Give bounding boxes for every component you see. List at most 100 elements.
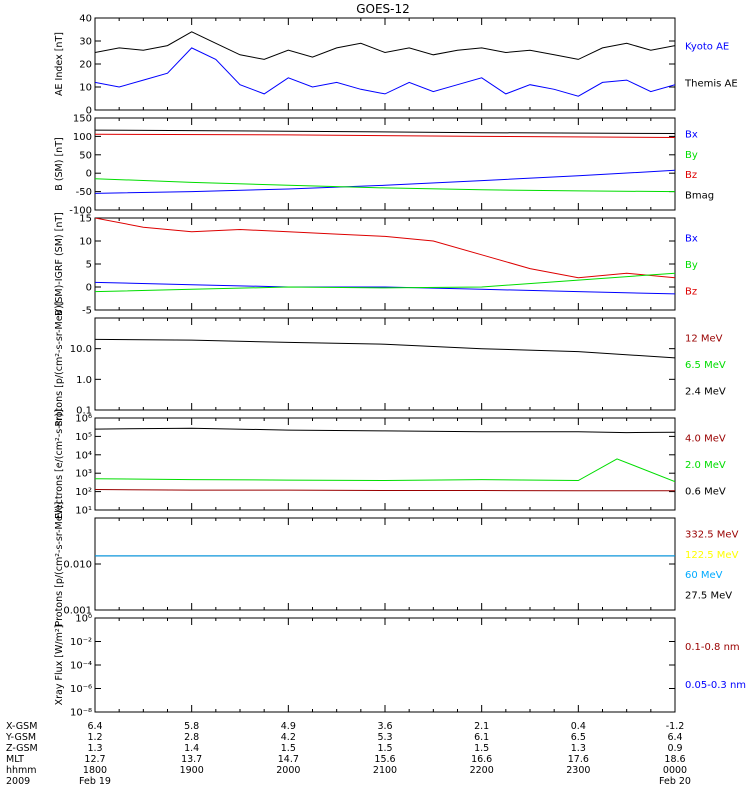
x-column-value: 1.5 bbox=[281, 743, 296, 754]
x-column-value: 0.9 bbox=[667, 743, 682, 754]
y-tick-label: 10¹ bbox=[75, 506, 92, 517]
legend-label: 2.0 MeV bbox=[685, 460, 726, 471]
series-line-2-4-mev bbox=[95, 338, 675, 359]
legend-label: 6.5 MeV bbox=[685, 360, 726, 371]
series-line-4-0-mev bbox=[95, 489, 675, 492]
x-column-value: 6.4 bbox=[667, 732, 682, 743]
y-tick-label: 10⁻⁸ bbox=[70, 708, 92, 719]
legend-label: 0.05-0.3 nm bbox=[685, 680, 746, 691]
y-axis-label: B (SM)-IGRF (SM) [nT] bbox=[54, 212, 65, 316]
y-tick-label: 50 bbox=[79, 150, 92, 161]
y-tick-label: 0 bbox=[86, 283, 92, 294]
x-column-value: 4.2 bbox=[281, 732, 296, 743]
legend-label: Themis AE bbox=[684, 78, 738, 89]
y-axis-label: Electrons [e/(cm²-s-sr)] bbox=[54, 409, 65, 519]
y-axis-label: AE Index [nT] bbox=[54, 32, 65, 96]
x-axis-table: X-GSMY-GSMZ-GSMMLThhmm20096.41.21.312.71… bbox=[5, 721, 691, 787]
y-tick-label: 10⁵ bbox=[75, 432, 92, 443]
legend-label: Bx bbox=[685, 129, 698, 140]
legend-label: By bbox=[685, 260, 698, 271]
x-column-value: 1.3 bbox=[87, 743, 102, 754]
x-row-label: 2009 bbox=[6, 776, 30, 787]
series-line-bx bbox=[95, 281, 675, 295]
y-tick-label: 20 bbox=[79, 60, 92, 71]
panels: 0 10 20 30 40 AE Index [nT] Kyoto AE Themis AE -… bbox=[54, 14, 746, 719]
x-column-value: 2.8 bbox=[184, 732, 199, 743]
legend-label: 27.5 MeV bbox=[685, 591, 732, 602]
x-column-value: 1.5 bbox=[474, 743, 489, 754]
y-tick-label: 0 bbox=[86, 106, 92, 117]
x-column-value: 6.5 bbox=[571, 732, 586, 743]
x-column-value: -1.2 bbox=[666, 721, 685, 732]
series-group bbox=[95, 129, 675, 194]
y-tick-label: 10⁻⁶ bbox=[70, 684, 92, 695]
x-column-value: 2000 bbox=[276, 765, 300, 776]
y-tick-label: 10⁻² bbox=[70, 637, 92, 648]
series-line-bx bbox=[95, 169, 675, 194]
x-column-value: 4.9 bbox=[281, 721, 296, 732]
legend-label: 0.6 MeV bbox=[685, 486, 726, 497]
x-column-value: 2300 bbox=[566, 765, 590, 776]
x-column-value: 1.2 bbox=[87, 732, 102, 743]
series-line-bz bbox=[95, 133, 675, 138]
x-row-label: MLT bbox=[6, 754, 24, 765]
y-axis-label: Protons [p/(cm²-s-sr-MeV)] bbox=[54, 302, 65, 427]
y-tick-label: -100 bbox=[69, 206, 92, 217]
y-tick-label: 15 bbox=[79, 214, 92, 225]
legend-label: 12 MeV bbox=[685, 334, 723, 345]
plot-title: GOES-12 bbox=[356, 2, 410, 16]
x-column-value: 3.6 bbox=[377, 721, 392, 732]
panel-frame bbox=[94, 17, 676, 111]
x-row-label: Z-GSM bbox=[6, 743, 38, 754]
y-tick-label: 10 bbox=[79, 237, 92, 248]
x-column-value: 13.7 bbox=[181, 754, 202, 765]
x-column-value: 1900 bbox=[180, 765, 204, 776]
x-column-value: 15.6 bbox=[374, 754, 395, 765]
legend-label: 122.5 MeV bbox=[685, 550, 739, 561]
x-row-label: X-GSM bbox=[6, 721, 37, 732]
panel-7: 10⁻⁸ 10⁻⁶ 10⁻⁴ 10⁻² 10⁰ Xray Flux [W/m²] 0.1-0… bbox=[54, 614, 746, 719]
series-line-by bbox=[95, 178, 675, 193]
y-tick-label: 10³ bbox=[75, 469, 92, 480]
y-tick-label: 10⁴ bbox=[75, 450, 92, 461]
panel-frame bbox=[94, 617, 676, 713]
legend-label: 4.0 MeV bbox=[685, 434, 726, 445]
series-line-by bbox=[95, 272, 675, 293]
x-column-date: Feb 19 bbox=[79, 776, 111, 787]
x-column-value: 2100 bbox=[373, 765, 397, 776]
y-tick-label: 150 bbox=[73, 114, 92, 125]
legend-label: Bz bbox=[685, 286, 697, 297]
y-axis-label: Protons [p/(cm²-s-sr-MeV)] bbox=[54, 502, 65, 627]
y-tick-label: 10⁶ bbox=[75, 414, 92, 425]
x-column-value: 16.6 bbox=[471, 754, 492, 765]
x-column-value: 0.4 bbox=[571, 721, 586, 732]
panel-1: 0 10 20 30 40 AE Index [nT] Kyoto AE Themis AE bbox=[54, 14, 738, 117]
series-line-kyoto-ae bbox=[95, 47, 675, 97]
y-axis-label: B (SM) [nT] bbox=[54, 137, 65, 190]
y-tick-label: 10.0 bbox=[70, 344, 92, 355]
legend-label: By bbox=[685, 150, 698, 161]
panel-2: -100 -50 0 50 100 150 B (SM) [nT] Bx By Bz Bmag bbox=[54, 114, 714, 217]
legend-label: 60 MeV bbox=[685, 570, 723, 581]
series-line-0-6-mev bbox=[95, 427, 675, 434]
y-tick-label: 100 bbox=[73, 132, 92, 143]
x-column-value: 2.1 bbox=[474, 721, 489, 732]
series-group bbox=[95, 427, 675, 492]
y-tick-label: -5 bbox=[82, 306, 92, 317]
x-column-value: 12.7 bbox=[84, 754, 105, 765]
x-column-value: 5.3 bbox=[377, 732, 392, 743]
y-tick-label: 0.1 bbox=[76, 406, 92, 417]
y-tick-label: 0.001 bbox=[63, 606, 92, 617]
x-column-value: 1.5 bbox=[377, 743, 392, 754]
y-tick-label: 1.0 bbox=[76, 375, 92, 386]
x-column-value: 6.1 bbox=[474, 732, 489, 743]
panel-3: -5 0 5 10 15 B (SM)-IGRF (SM) [nT] Bx By Bz bbox=[54, 212, 698, 316]
x-column-value: 1.3 bbox=[571, 743, 586, 754]
x-column-value: 2200 bbox=[470, 765, 494, 776]
x-column-value: 1800 bbox=[83, 765, 107, 776]
y-tick-label: -50 bbox=[76, 187, 92, 198]
series-line-bmag bbox=[95, 129, 675, 134]
y-tick-label: 5 bbox=[86, 260, 92, 271]
y-tick-label: 10⁰ bbox=[75, 614, 92, 625]
series-group bbox=[95, 31, 675, 97]
